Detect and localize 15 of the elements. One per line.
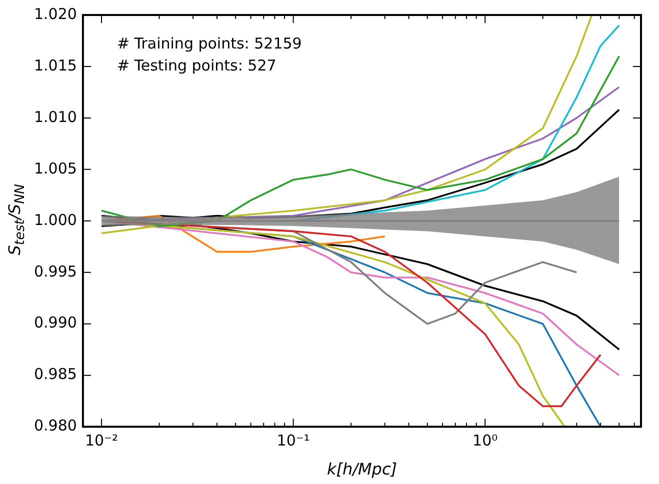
y-tick-label: 1.005	[34, 159, 77, 178]
annotation: # Training points: 52159	[116, 34, 302, 52]
y-tick-label: 0.990	[34, 314, 77, 332]
y-tick-label: 0.980	[34, 416, 77, 435]
annotation: # Testing points: 527	[116, 56, 276, 74]
x-tick-label: 10⁻²	[85, 432, 118, 450]
y-tick-label: 1.015	[34, 56, 77, 74]
x-axis-title: k[h/Mpc]	[326, 460, 397, 479]
y-tick-label: 1.020	[34, 4, 77, 23]
x-tick-label: 10⁰	[472, 432, 498, 450]
y-tick-label: 0.985	[34, 365, 77, 384]
y-tick-label: 1.010	[34, 108, 77, 126]
x-tick-label: 10⁻¹	[276, 432, 310, 450]
y-tick-label: 0.995	[34, 262, 77, 280]
y-tick-label: 1.000	[34, 210, 77, 229]
